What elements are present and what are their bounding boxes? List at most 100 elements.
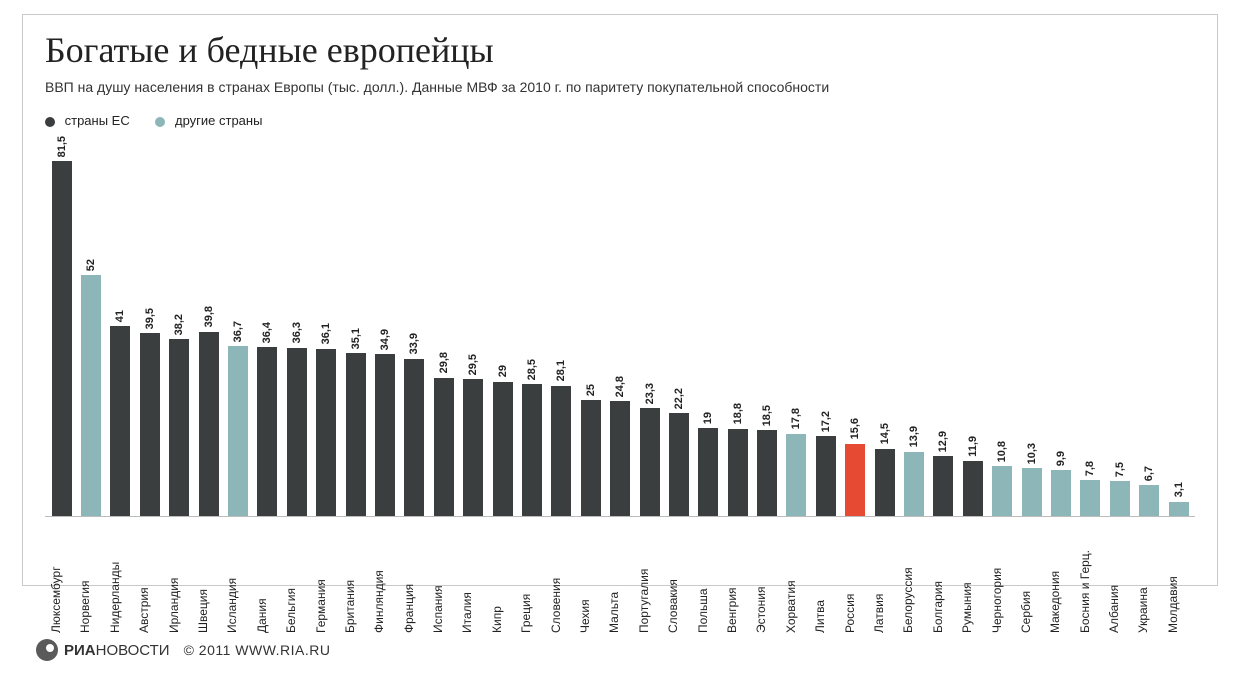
bar-column: 12,9 (931, 136, 956, 516)
bar-value-label: 22,2 (673, 388, 685, 409)
bar-value-label: 9,9 (1055, 451, 1067, 466)
bar (110, 326, 130, 516)
bar (551, 386, 571, 516)
bar (257, 347, 277, 516)
bar-column: 41 (108, 136, 133, 516)
x-label: Македония (1048, 523, 1073, 633)
bar-column: 33,9 (402, 136, 427, 516)
x-label: Кипр (490, 523, 515, 633)
bar-value-label: 29,8 (438, 352, 450, 373)
x-label: Германия (314, 523, 339, 633)
bar (52, 161, 72, 516)
x-label: Хорватия (784, 523, 809, 633)
bar-column: 15,6 (843, 136, 868, 516)
x-label: Черногория (990, 523, 1015, 633)
bar-column: 11,9 (960, 136, 985, 516)
legend-label-eu: страны ЕС (65, 113, 130, 128)
x-label: Ирландия (167, 523, 192, 633)
bar-column: 36,4 (255, 136, 280, 516)
bar-column: 28,1 (549, 136, 574, 516)
x-label: Швеция (196, 523, 221, 633)
bar (816, 436, 836, 516)
bar-column: 36,3 (284, 136, 309, 516)
bar (375, 354, 395, 516)
bar (169, 339, 189, 516)
bar-value-label: 10,8 (996, 441, 1008, 462)
x-label: Словения (549, 523, 574, 633)
bar-value-label: 24,8 (614, 376, 626, 397)
legend: страны ЕС другие страны (45, 113, 1195, 128)
x-label: Норвегия (78, 523, 103, 633)
bar-column: 24,8 (607, 136, 632, 516)
bar-column: 25 (578, 136, 603, 516)
bar (434, 378, 454, 516)
bar-column: 7,8 (1078, 136, 1103, 516)
bar-value-label: 29,5 (467, 354, 479, 375)
bar-value-label: 33,9 (408, 333, 420, 354)
x-label: Босния и Герц. (1078, 523, 1103, 633)
bar-value-label: 18,5 (761, 405, 773, 426)
x-label: Исландия (225, 523, 250, 633)
bar-column: 22,2 (666, 136, 691, 516)
bar-column: 35,1 (343, 136, 368, 516)
bar (404, 359, 424, 516)
bar (316, 349, 336, 516)
bar-column: 19 (696, 136, 721, 516)
footer: РИАНОВОСТИ © 2011 WWW.RIA.RU (36, 639, 331, 661)
x-label: Бельгия (284, 523, 309, 633)
bar (845, 444, 865, 516)
bar-column: 3,1 (1166, 136, 1191, 516)
bar (963, 461, 983, 516)
bar (463, 379, 483, 516)
bar-value-label: 11,9 (967, 436, 979, 457)
bar-value-label: 7,8 (1084, 461, 1096, 476)
bar-column: 10,8 (990, 136, 1015, 516)
bar (875, 449, 895, 516)
bar (640, 408, 660, 516)
bar (493, 382, 513, 516)
bar-value-label: 36,4 (261, 322, 273, 343)
bar-column: 38,2 (167, 136, 192, 516)
bar-value-label: 17,8 (790, 408, 802, 429)
x-label: Испания (431, 523, 456, 633)
x-label: Молдавия (1166, 523, 1191, 633)
x-label: Украина (1136, 523, 1161, 633)
legend-item-other: другие страны (155, 113, 262, 128)
bar-value-label: 34,9 (379, 329, 391, 350)
bar-value-label: 6,7 (1143, 466, 1155, 481)
bar (904, 452, 924, 516)
x-label: Чехия (578, 523, 603, 633)
x-axis-labels: ЛюксембургНорвегияНидерландыАвстрияИрлан… (45, 517, 1195, 633)
legend-swatch-eu (45, 117, 55, 127)
bar-value-label: 41 (114, 310, 126, 322)
x-label: Румыния (960, 523, 985, 633)
bar-value-label: 25 (585, 384, 597, 396)
x-label: Словакия (666, 523, 691, 633)
bar (1169, 502, 1189, 516)
bar-column: 17,2 (813, 136, 838, 516)
bar-column: 29 (490, 136, 515, 516)
bar-column: 28,5 (519, 136, 544, 516)
x-label: Литва (813, 523, 838, 633)
bar-column: 34,9 (372, 136, 397, 516)
x-label: Нидерланды (108, 523, 133, 633)
bar (669, 413, 689, 516)
bar-column: 9,9 (1048, 136, 1073, 516)
bar (1051, 470, 1071, 516)
bar-column: 39,5 (137, 136, 162, 516)
x-label: Польша (696, 523, 721, 633)
bar-column: 10,3 (1019, 136, 1044, 516)
bar (992, 466, 1012, 516)
bar-column: 17,8 (784, 136, 809, 516)
bar-value-label: 39,5 (144, 308, 156, 329)
bar (610, 401, 630, 516)
x-label: Италия (460, 523, 485, 633)
bar-value-label: 28,1 (555, 360, 567, 381)
bar-value-label: 81,5 (56, 136, 68, 157)
x-label: Эстония (754, 523, 779, 633)
bar-column: 29,5 (460, 136, 485, 516)
x-label: Финляндия (372, 523, 397, 633)
logo-icon (36, 639, 58, 661)
bar (786, 434, 806, 516)
bar-column: 18,8 (725, 136, 750, 516)
